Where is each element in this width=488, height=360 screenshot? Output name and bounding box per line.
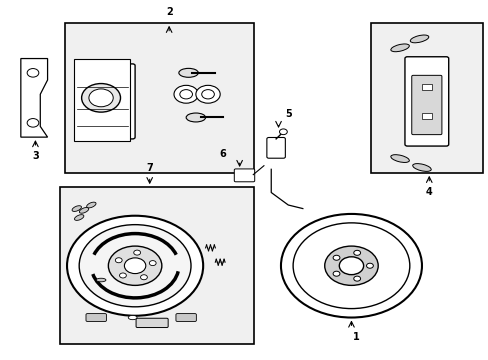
- Circle shape: [332, 271, 339, 276]
- FancyBboxPatch shape: [86, 314, 106, 321]
- Circle shape: [281, 214, 421, 318]
- Ellipse shape: [86, 202, 96, 208]
- Circle shape: [353, 250, 360, 255]
- Ellipse shape: [179, 68, 198, 77]
- Circle shape: [79, 225, 191, 307]
- FancyBboxPatch shape: [77, 64, 135, 139]
- Circle shape: [81, 84, 120, 112]
- Circle shape: [292, 223, 409, 309]
- Circle shape: [119, 273, 126, 278]
- Bar: [60, 187, 254, 344]
- FancyBboxPatch shape: [404, 57, 448, 146]
- Circle shape: [332, 255, 339, 260]
- Circle shape: [279, 129, 287, 135]
- Circle shape: [124, 258, 145, 274]
- Ellipse shape: [96, 278, 106, 282]
- Ellipse shape: [79, 207, 88, 213]
- Circle shape: [27, 118, 39, 127]
- Ellipse shape: [409, 35, 428, 43]
- Polygon shape: [21, 59, 47, 137]
- Circle shape: [67, 216, 203, 316]
- Polygon shape: [74, 59, 130, 141]
- FancyBboxPatch shape: [234, 169, 254, 182]
- Text: 6: 6: [219, 149, 225, 158]
- Circle shape: [339, 257, 363, 275]
- Bar: [421, 113, 431, 118]
- Circle shape: [89, 89, 113, 107]
- Text: 3: 3: [32, 152, 39, 161]
- Circle shape: [27, 68, 39, 77]
- Ellipse shape: [74, 215, 84, 220]
- Bar: [421, 84, 431, 90]
- Circle shape: [149, 261, 156, 266]
- FancyBboxPatch shape: [266, 138, 285, 158]
- FancyBboxPatch shape: [176, 314, 196, 321]
- Bar: [370, 23, 482, 173]
- Ellipse shape: [390, 44, 408, 52]
- Text: 2: 2: [165, 8, 172, 18]
- Circle shape: [353, 276, 360, 281]
- Ellipse shape: [128, 315, 137, 320]
- Ellipse shape: [390, 155, 408, 162]
- Text: 1: 1: [352, 332, 359, 342]
- Circle shape: [174, 85, 198, 103]
- Circle shape: [366, 263, 372, 268]
- FancyBboxPatch shape: [136, 318, 168, 328]
- Ellipse shape: [412, 163, 430, 171]
- Ellipse shape: [72, 206, 81, 211]
- Circle shape: [196, 85, 220, 103]
- Circle shape: [201, 90, 214, 99]
- Ellipse shape: [186, 113, 205, 122]
- Text: 5: 5: [285, 109, 291, 119]
- Circle shape: [134, 250, 140, 255]
- Circle shape: [115, 258, 122, 263]
- Circle shape: [140, 275, 147, 280]
- FancyBboxPatch shape: [411, 75, 441, 135]
- Circle shape: [180, 90, 192, 99]
- Text: 4: 4: [425, 187, 432, 197]
- Text: 7: 7: [146, 163, 153, 173]
- Circle shape: [108, 246, 162, 285]
- Bar: [64, 23, 254, 173]
- Circle shape: [324, 246, 377, 285]
